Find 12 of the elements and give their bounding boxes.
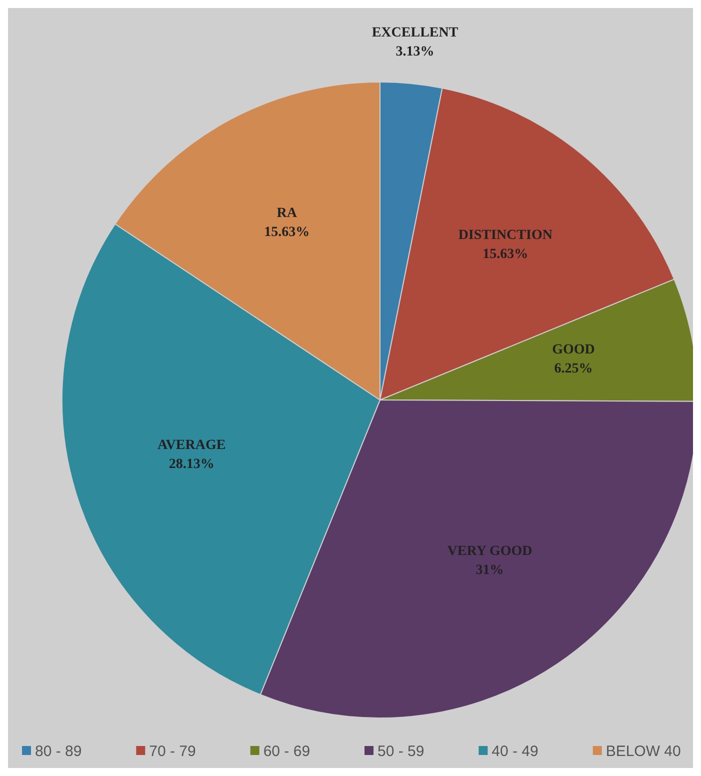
legend-label: 80 - 89: [35, 743, 82, 760]
data-label: RA 15.63%: [264, 206, 310, 240]
legend-label: 70 - 79: [149, 743, 196, 760]
legend-label: 50 - 59: [378, 743, 424, 760]
data-label: EXCELLENT 3.13%: [372, 26, 459, 60]
data-label: DISTINCTION 15.63%: [458, 228, 552, 262]
data-label: VERY GOOD 31%: [447, 544, 532, 578]
data-label: AVERAGE 28.13%: [158, 438, 226, 472]
legend-label: 60 - 69: [263, 743, 310, 760]
data-label: GOOD 6.25%: [552, 342, 595, 376]
legend-label: 40 - 49: [492, 743, 538, 760]
legend-label: BELOW 40: [606, 743, 681, 760]
